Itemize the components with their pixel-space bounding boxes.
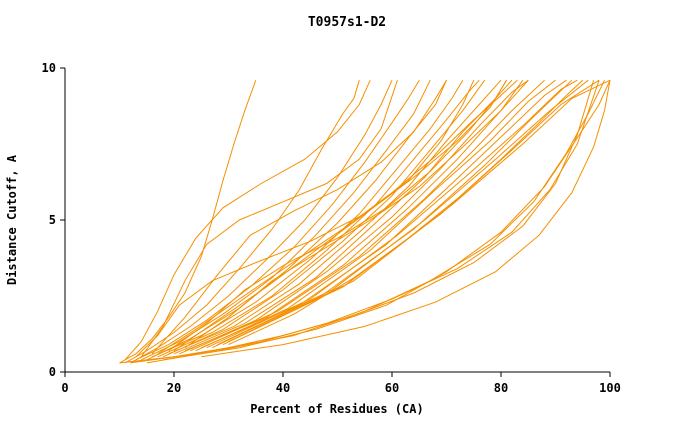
x-axis-label: Percent of Residues (CA) <box>250 402 423 416</box>
series-line <box>179 79 529 355</box>
series-line <box>135 79 475 358</box>
series-line <box>119 80 595 364</box>
series-line <box>228 79 584 346</box>
series-line <box>146 79 605 364</box>
series-line <box>124 80 360 364</box>
series-line <box>162 79 486 358</box>
series-line <box>190 79 545 352</box>
series-line <box>135 79 420 361</box>
tick-label: 40 <box>276 381 290 395</box>
series-line <box>228 79 611 343</box>
tick-label: 10 <box>42 61 56 75</box>
tick-label: 100 <box>599 381 621 395</box>
series-line <box>151 79 447 355</box>
series-line <box>152 79 464 358</box>
series-line <box>173 79 507 352</box>
axis-ticks: 0 20 40 60 80 100 0 5 10 <box>42 61 621 395</box>
series-line <box>195 79 556 352</box>
series-line <box>163 79 611 361</box>
series-line <box>168 79 507 352</box>
tick-label: 0 <box>61 381 68 395</box>
tick-label: 80 <box>494 381 508 395</box>
series-line <box>211 79 573 349</box>
y-axis-label: Distance Cutoff, A <box>5 154 19 285</box>
series-lines <box>119 79 611 364</box>
tick-label: 20 <box>167 381 181 395</box>
series-line <box>206 79 578 349</box>
tick-label: 0 <box>49 365 56 379</box>
series-line <box>184 79 529 352</box>
series-line <box>119 80 257 364</box>
series-line <box>157 79 518 355</box>
series-line <box>157 79 480 358</box>
chart-title: T0957s1-D2 <box>308 15 386 30</box>
series-line <box>124 79 371 361</box>
series-line <box>184 79 524 349</box>
series-line <box>201 80 611 358</box>
tick-label: 5 <box>49 213 56 227</box>
series-line <box>130 79 393 364</box>
series-line <box>140 80 398 358</box>
tick-label: 60 <box>385 381 399 395</box>
